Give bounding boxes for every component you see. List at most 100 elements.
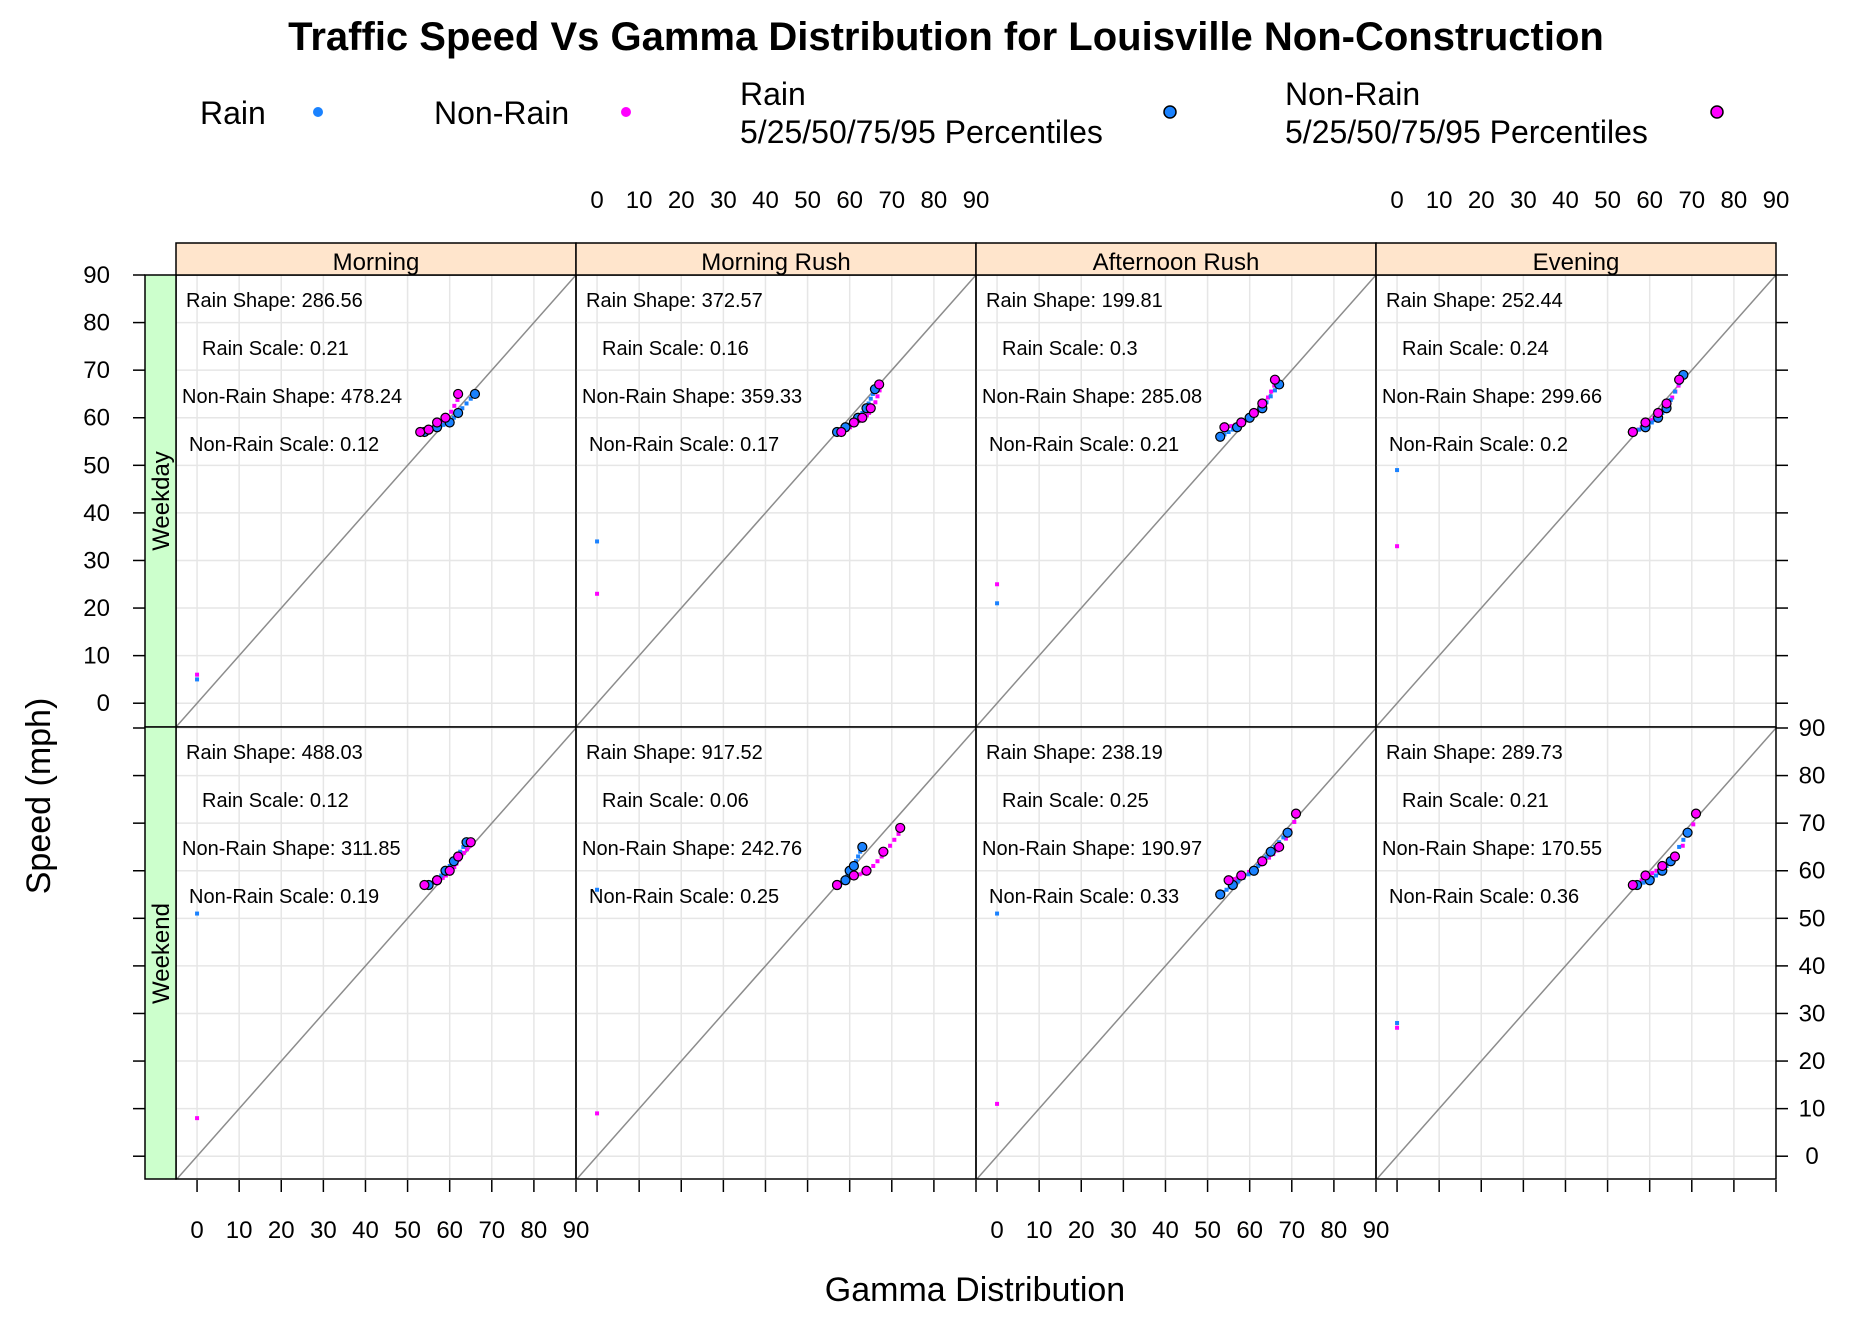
x-tick-label-top: 80 — [1721, 187, 1748, 214]
panel-stat-label: Non-Rain Scale: 0.17 — [589, 434, 779, 456]
quantile-point — [464, 401, 469, 406]
quantile-point — [871, 863, 876, 868]
x-tick-label-top: 60 — [836, 187, 863, 214]
panel-stat-label: Non-Rain Shape: 285.08 — [982, 386, 1202, 408]
nonrain-outlier-point — [195, 1116, 200, 1121]
rain-percentile-marker — [1282, 827, 1293, 838]
rain-outlier-point — [195, 911, 200, 916]
quantile-point — [1641, 880, 1646, 885]
x-tick-label-bottom: 20 — [268, 1217, 295, 1244]
reference-line — [1376, 727, 1776, 1179]
quantile-point — [1676, 383, 1681, 388]
panel-stat-label: Rain Scale: 0.21 — [202, 338, 349, 360]
x-tick-label-bottom: 0 — [190, 1217, 203, 1244]
x-tick-label-top: 0 — [590, 187, 603, 214]
y-tick-label-left: 60 — [83, 405, 110, 432]
panel: Rain Shape: 488.03 Rain Scale: 0.12 Non-Ra… — [175, 726, 577, 1180]
quantile-point — [873, 400, 878, 405]
rain-outlier-point — [995, 911, 1000, 916]
panel-stat-label: Rain Shape: 917.52 — [586, 742, 763, 764]
strip-column-bg — [575, 242, 977, 276]
x-tick-label-top: 70 — [878, 187, 905, 214]
x-tick-label-top: 10 — [626, 187, 653, 214]
rain-percentile-marker — [1248, 865, 1259, 876]
nonrain-percentile-marker — [423, 424, 434, 435]
quantile-point — [1680, 843, 1685, 848]
quantile-point — [441, 422, 446, 427]
panel: Rain Shape: 372.57 Rain Scale: 0.16 Non-Ra… — [575, 274, 977, 728]
quantile-point — [1256, 863, 1261, 868]
rain-percentile-marker — [1215, 889, 1226, 900]
nonrain-percentile-marker — [1640, 417, 1651, 428]
y-tick-label-right: 40 — [1799, 953, 1826, 980]
panel-stat-label: Non-Rain Scale: 0.25 — [589, 886, 779, 908]
x-tick-label-top: 30 — [710, 187, 737, 214]
panel-stat-label: Non-Rain Shape: 190.97 — [982, 838, 1202, 860]
rain-percentile-marker — [1265, 846, 1276, 857]
panel-stat-label: Rain Scale: 0.16 — [602, 338, 749, 360]
quantile-point — [1232, 877, 1237, 882]
nonrain-percentile-marker — [440, 412, 451, 423]
nonrain-percentile-marker — [1248, 407, 1259, 419]
rain-outlier-point — [195, 677, 200, 682]
quantile-point — [1681, 837, 1686, 842]
nonrain-percentile-marker — [874, 379, 885, 390]
panel-plot-area — [976, 275, 1376, 727]
strip-column-label: Morning — [333, 249, 420, 276]
panel-stat-label: Rain Scale: 0.12 — [202, 790, 349, 812]
reference-line — [976, 275, 1376, 727]
x-tick-label-top: 70 — [1678, 187, 1705, 214]
y-axis-label: Speed (mph) — [20, 698, 58, 895]
nonrain-outlier-point — [195, 672, 200, 677]
nonrain-percentile-marker — [1661, 398, 1672, 409]
x-tick-label-bottom: 80 — [1321, 1217, 1348, 1244]
legend-label-rain-percentiles-line2: 5/25/50/75/95 Percentiles — [740, 114, 1103, 150]
panel-stat-label: Non-Rain Scale: 0.36 — [1389, 886, 1579, 908]
rain-outlier-point — [595, 539, 600, 544]
y-tick-label-left: 70 — [83, 357, 110, 384]
nonrain-percentile-marker — [831, 879, 843, 891]
panel-plot-area — [176, 727, 576, 1179]
panel-stat-label: Rain Shape: 372.57 — [586, 290, 763, 312]
quantile-point — [854, 859, 858, 864]
y-tick-label-left: 10 — [83, 643, 110, 670]
panel-stat-label: Rain Scale: 0.06 — [602, 790, 749, 812]
quantile-point — [464, 847, 469, 852]
y-tick-label-left: 40 — [83, 500, 110, 527]
y-tick-label-right: 10 — [1799, 1096, 1826, 1123]
rain-outlier-point — [595, 887, 600, 892]
quantile-point — [1226, 430, 1231, 435]
quantile-point — [1670, 395, 1675, 400]
quantile-point — [460, 406, 465, 411]
panel-stat-label: Non-Rain Scale: 0.2 — [1389, 434, 1568, 456]
x-tick-label-bottom: 20 — [1068, 1217, 1095, 1244]
rain-outlier-point — [995, 601, 1000, 606]
panel-stat-label: Non-Rain Scale: 0.33 — [989, 886, 1179, 908]
panel-stat-label: Rain Shape: 488.03 — [186, 742, 363, 764]
legend-marker-rain-percentiles — [1163, 105, 1177, 119]
panel-stat-label: Rain Scale: 0.21 — [1402, 790, 1549, 812]
y-tick-label-right: 70 — [1799, 810, 1826, 837]
nonrain-percentile-marker — [878, 846, 889, 857]
reference-line — [576, 275, 976, 727]
strip-row-label: Weekday — [148, 451, 175, 551]
quantile-point — [439, 873, 444, 878]
nonrain-percentile-marker — [1657, 860, 1668, 872]
nonrain-percentile-marker — [1674, 374, 1685, 385]
quantile-point — [1654, 868, 1659, 873]
nonrain-percentile-marker — [1257, 398, 1268, 409]
x-tick-label-top: 40 — [752, 187, 779, 214]
quantile-point — [1668, 397, 1673, 402]
x-tick-label-bottom: 70 — [1278, 1217, 1305, 1244]
x-tick-label-bottom: 90 — [1363, 1217, 1390, 1244]
nonrain-percentile-marker — [1669, 851, 1681, 862]
nonrain-percentile-marker — [836, 426, 847, 438]
panel-stat-label: Non-Rain Scale: 0.19 — [189, 886, 379, 908]
legend-label-nonrain-percentiles-line2: 5/25/50/75/95 Percentiles — [1285, 114, 1648, 150]
quantile-point — [1649, 420, 1654, 425]
nonrain-percentile-marker — [865, 403, 876, 414]
quantile-point — [1229, 424, 1234, 429]
quantile-point — [1677, 844, 1682, 849]
